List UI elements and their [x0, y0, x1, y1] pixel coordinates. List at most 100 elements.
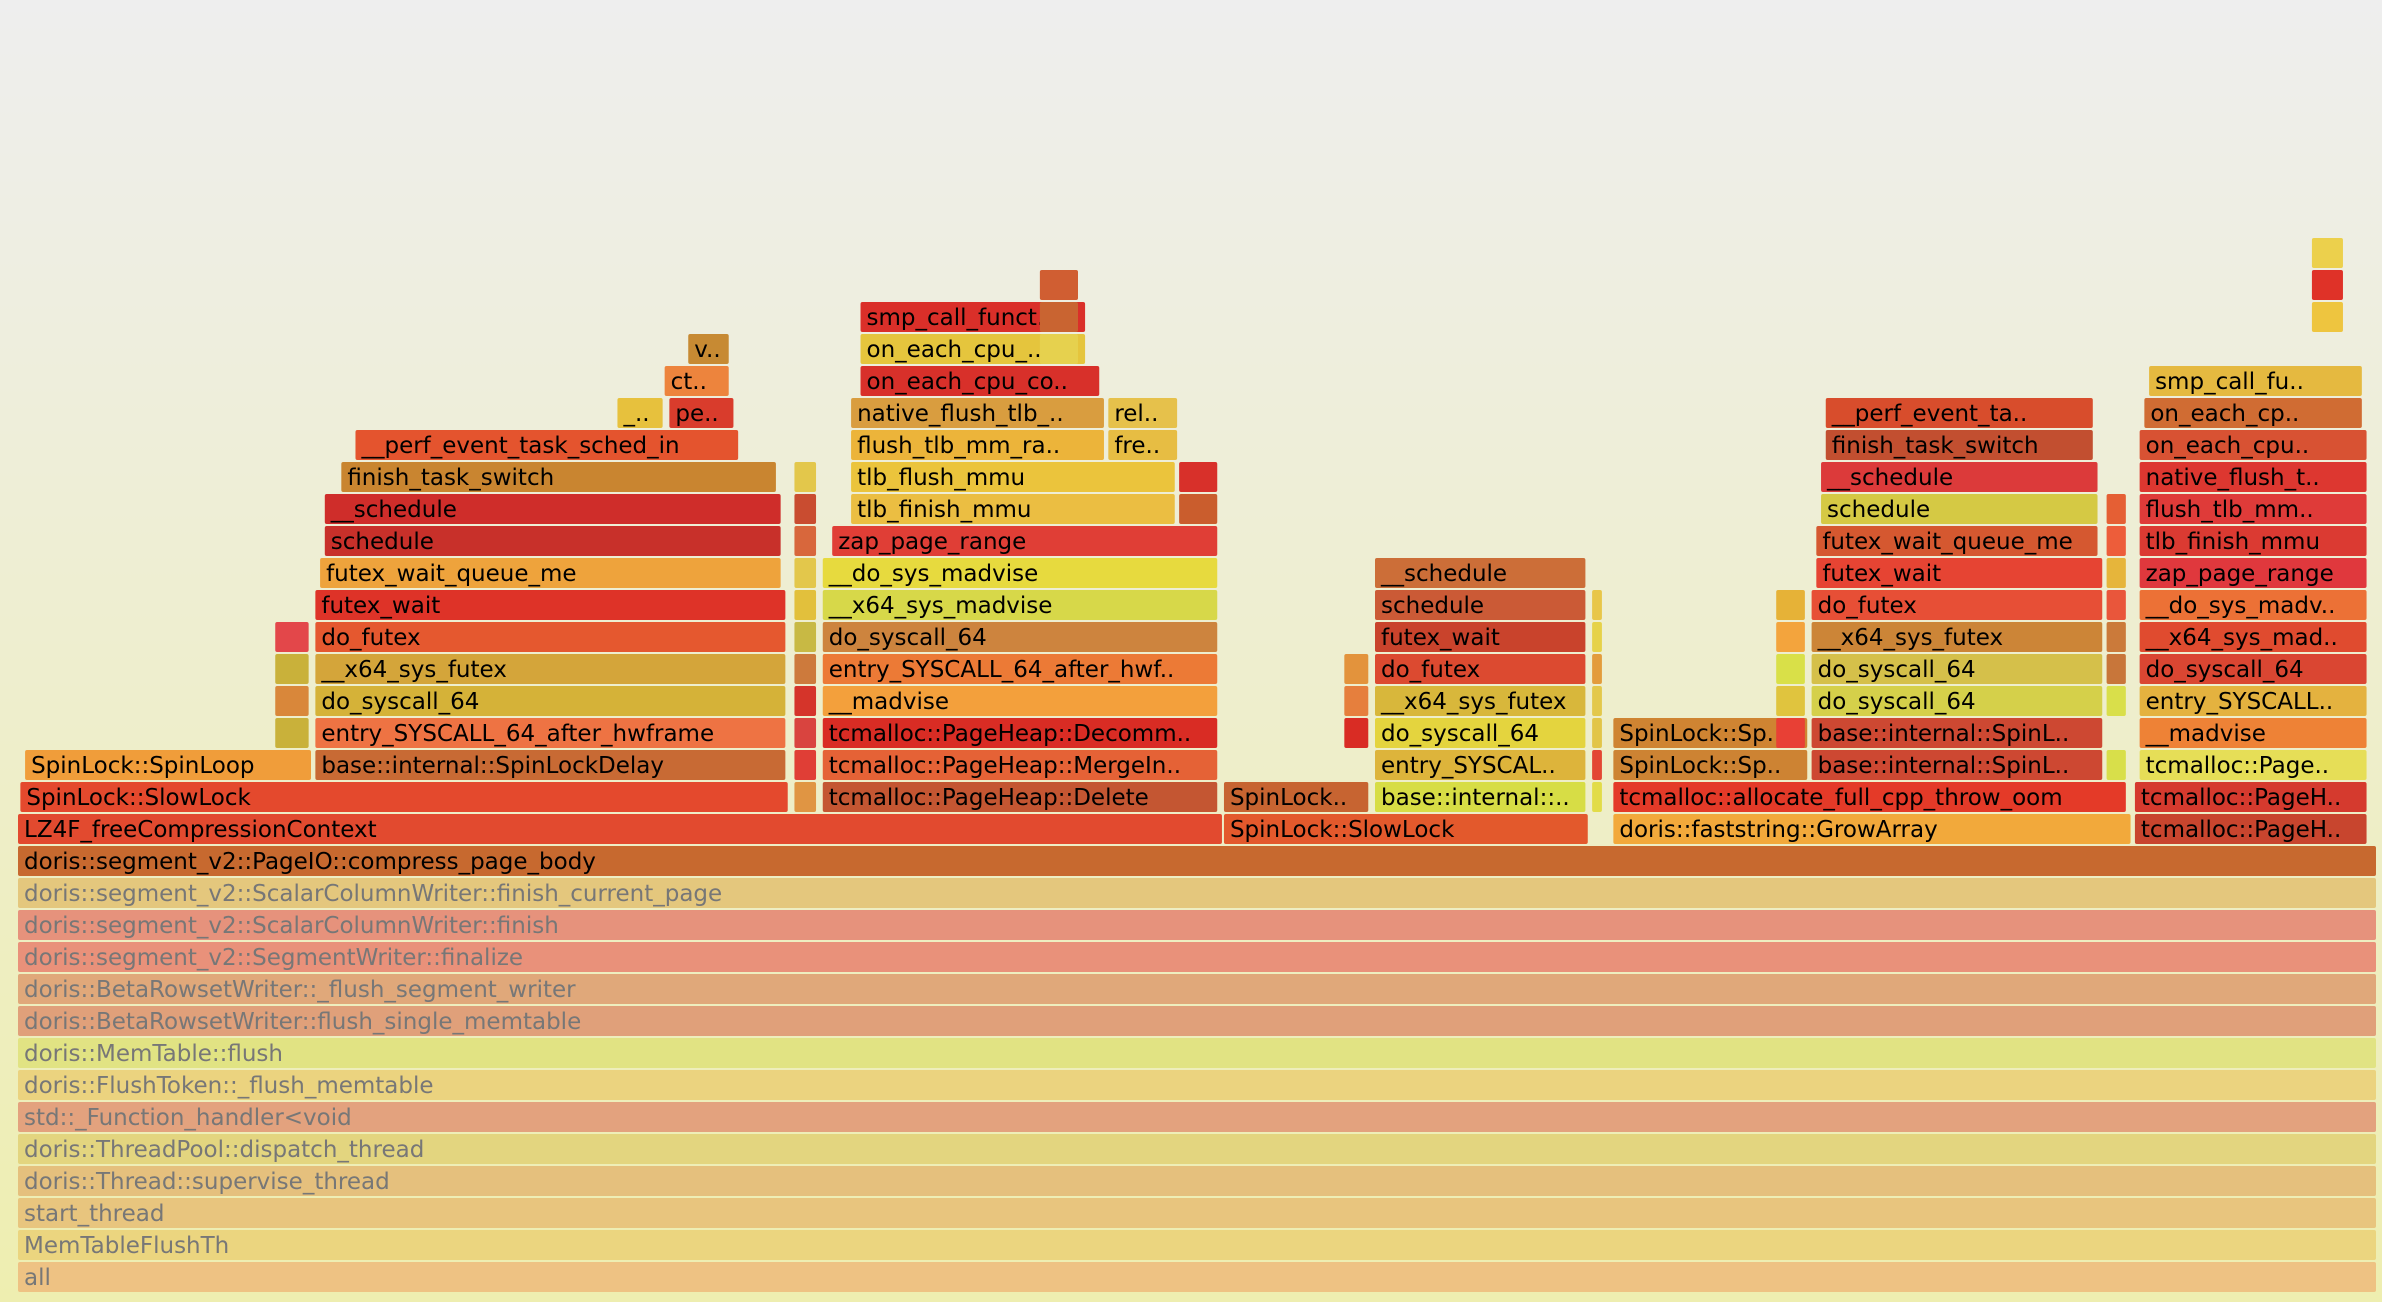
flame-frame-rect[interactable] [794, 622, 817, 652]
flame-frame[interactable]: doris::BetaRowsetWriter::flush_single_me… [18, 1006, 2376, 1036]
flame-frame-rect[interactable] [1811, 718, 2103, 748]
flame-frame-rect[interactable] [1613, 718, 1808, 748]
flame-frame[interactable]: entry_SYSCAL.. [1375, 750, 1586, 780]
flame-frame[interactable] [2106, 686, 2126, 716]
flame-frame[interactable]: ct.. [664, 366, 729, 396]
flame-frame-rect[interactable] [860, 302, 1086, 332]
flame-frame-rect[interactable] [1811, 750, 2103, 780]
flame-frame-rect[interactable] [822, 558, 1218, 588]
flame-frame[interactable]: on_each_cpu.. [2139, 430, 2367, 460]
flame-frame[interactable] [2106, 622, 2126, 652]
flame-frame-rect[interactable] [341, 462, 776, 492]
flame-frame[interactable] [1776, 590, 1805, 620]
flame-frame[interactable]: schedule [324, 526, 781, 556]
flame-frame[interactable]: LZ4F_freeCompressionContext [18, 814, 1222, 844]
flame-frame-rect[interactable] [1776, 590, 1805, 620]
flame-frame-rect[interactable] [2106, 590, 2126, 620]
flame-frame-rect[interactable] [275, 718, 309, 748]
flame-frame-rect[interactable] [1375, 782, 1586, 812]
flame-frame[interactable]: futex_wait [315, 590, 786, 620]
flame-frame-rect[interactable] [794, 494, 817, 524]
flame-frame-rect[interactable] [822, 686, 1218, 716]
flame-frame[interactable] [1344, 686, 1369, 716]
flame-frame[interactable]: doris::segment_v2::ScalarColumnWriter::f… [18, 878, 2376, 908]
flame-frame-rect[interactable] [2144, 398, 2362, 428]
flame-frame-rect[interactable] [851, 430, 1104, 460]
flame-frame-rect[interactable] [860, 334, 1086, 364]
flame-frame[interactable]: __x64_sys_madvise [822, 590, 1218, 620]
flame-frame[interactable] [1592, 782, 1602, 812]
flame-frame[interactable] [794, 558, 817, 588]
flame-frame[interactable]: __madvise [2139, 718, 2367, 748]
flame-frame[interactable] [2311, 302, 2343, 332]
flame-frame[interactable]: do_syscall_64 [1811, 686, 2103, 716]
flame-frame-rect[interactable] [1344, 654, 1369, 684]
flame-frame[interactable]: entry_SYSCALL.. [2139, 686, 2367, 716]
flame-frame[interactable] [2311, 238, 2343, 268]
flame-frame-rect[interactable] [1223, 782, 1369, 812]
flame-frame-rect[interactable] [2106, 526, 2126, 556]
flame-frame-rect[interactable] [1592, 750, 1602, 780]
flame-frame-rect[interactable] [2139, 558, 2367, 588]
flame-frame[interactable] [2106, 590, 2126, 620]
flame-frame-rect[interactable] [2139, 686, 2367, 716]
flame-frame[interactable]: do_futex [1375, 654, 1586, 684]
flame-frame-rect[interactable] [822, 654, 1218, 684]
flame-frame[interactable]: doris::segment_v2::PageIO::compress_page… [18, 846, 2376, 876]
flame-frame-rect[interactable] [1375, 686, 1586, 716]
flame-frame-rect[interactable] [1613, 782, 2126, 812]
flame-frame[interactable] [1592, 654, 1602, 684]
flame-frame[interactable] [794, 782, 817, 812]
flame-frame-rect[interactable] [18, 1166, 2376, 1196]
flame-frame-rect[interactable] [1108, 398, 1178, 428]
flame-frame-rect[interactable] [324, 526, 781, 556]
flame-frame[interactable]: tcmalloc::allocate_full_cpp_throw_oom [1613, 782, 2126, 812]
flame-frame[interactable] [1776, 718, 1805, 748]
flame-frame-rect[interactable] [1592, 686, 1602, 716]
flame-frame-rect[interactable] [1592, 654, 1602, 684]
flame-frame[interactable]: do_syscall_64 [822, 622, 1218, 652]
flame-frame-rect[interactable] [822, 718, 1218, 748]
flame-frame-rect[interactable] [18, 1134, 2376, 1164]
flame-frame[interactable]: native_flush_tlb_.. [851, 398, 1104, 428]
flame-frame[interactable] [794, 750, 817, 780]
flame-frame-rect[interactable] [18, 1038, 2376, 1068]
flame-frame[interactable] [2311, 270, 2343, 300]
flame-frame[interactable]: doris::faststring::GrowArray [1613, 814, 2131, 844]
flame-frame[interactable]: do_futex [315, 622, 786, 652]
flame-frame[interactable]: futex_wait_queue_me [1816, 526, 2098, 556]
flame-frame[interactable]: SpinLock.. [1223, 782, 1369, 812]
flame-frame[interactable]: finish_task_switch [341, 462, 776, 492]
flame-frame-rect[interactable] [2106, 654, 2126, 684]
flame-frame[interactable]: _.. [617, 398, 663, 428]
flame-frame[interactable]: smp_call_fu.. [2149, 366, 2362, 396]
flame-frame[interactable]: __schedule [1375, 558, 1586, 588]
flame-frame-rect[interactable] [275, 622, 309, 652]
flame-frame-rect[interactable] [18, 846, 2376, 876]
flame-frame[interactable]: base::internal::.. [1375, 782, 1586, 812]
flame-frame[interactable]: zap_page_range [2139, 558, 2367, 588]
flame-frame[interactable]: MemTableFlushTh [18, 1230, 2376, 1260]
flame-frame[interactable]: flush_tlb_mm.. [2139, 494, 2367, 524]
flame-frame[interactable] [1344, 718, 1369, 748]
flame-frame[interactable]: futex_wait_queue_me [320, 558, 781, 588]
flame-frame-rect[interactable] [1825, 430, 2093, 460]
flame-frame-rect[interactable] [18, 814, 1222, 844]
flame-frame-rect[interactable] [794, 526, 817, 556]
flame-frame[interactable] [794, 622, 817, 652]
flame-frame[interactable]: entry_SYSCALL_64_after_hwframe [315, 718, 786, 748]
flame-frame[interactable]: on_each_cpu_co.. [860, 366, 1100, 396]
flame-frame[interactable]: pe.. [669, 398, 734, 428]
flame-frame-rect[interactable] [1613, 814, 2131, 844]
flame-frame-rect[interactable] [315, 686, 786, 716]
flame-frame[interactable] [275, 718, 309, 748]
flame-frame-rect[interactable] [851, 398, 1104, 428]
flame-frame[interactable]: SpinLock::SpinLoop [25, 750, 312, 780]
flame-frame-rect[interactable] [1039, 270, 1078, 300]
flame-frame[interactable]: __madvise [822, 686, 1218, 716]
flame-frame-rect[interactable] [822, 782, 1218, 812]
flame-frame-rect[interactable] [315, 654, 786, 684]
flame-frame-rect[interactable] [1613, 750, 1808, 780]
flame-frame[interactable] [1039, 334, 1078, 364]
flame-frame-rect[interactable] [794, 686, 817, 716]
